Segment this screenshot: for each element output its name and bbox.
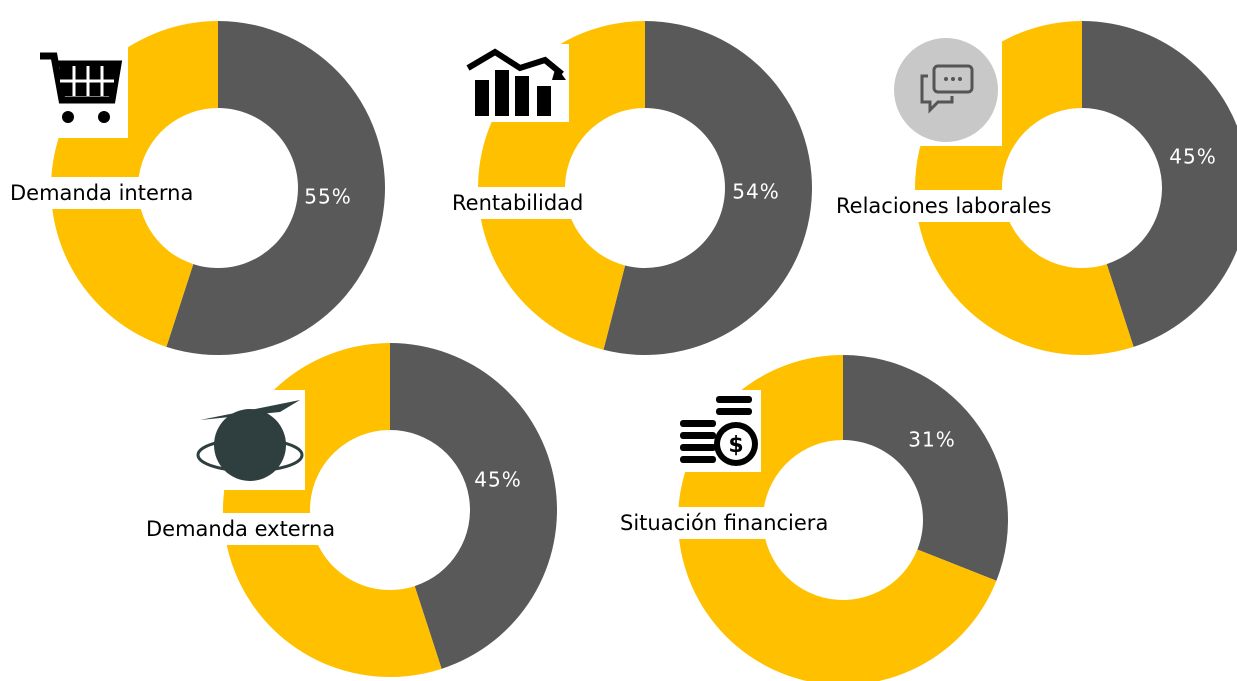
globe-icon <box>190 390 305 490</box>
chart-title: Demanda externa <box>146 517 335 541</box>
svg-text:$: $ <box>728 433 743 458</box>
donut-segment <box>843 355 1008 581</box>
cart-icon <box>32 42 128 138</box>
value-label: 54% <box>732 180 779 204</box>
chart-title: Relaciones laborales <box>836 194 1051 218</box>
value-label: 45% <box>474 468 521 492</box>
chart-title: Demanda interna <box>10 181 193 205</box>
page: {"chart_data": [ {"type": "pie", "title"… <box>0 0 1237 681</box>
chat-icon <box>890 38 1002 146</box>
coins-icon: $ <box>676 390 761 472</box>
value-label: 31% <box>908 428 955 452</box>
donut-layer <box>51 21 1237 681</box>
value-label: 55% <box>304 185 351 209</box>
chart-title: Rentabilidad <box>452 191 583 215</box>
chart-title: Situación financiera <box>620 511 828 535</box>
chart-panel: $ 55% Demanda interna 54% Rentabilidad 45% Re… <box>0 0 1237 681</box>
decline-icon <box>463 44 569 122</box>
value-label: 45% <box>1169 145 1216 169</box>
